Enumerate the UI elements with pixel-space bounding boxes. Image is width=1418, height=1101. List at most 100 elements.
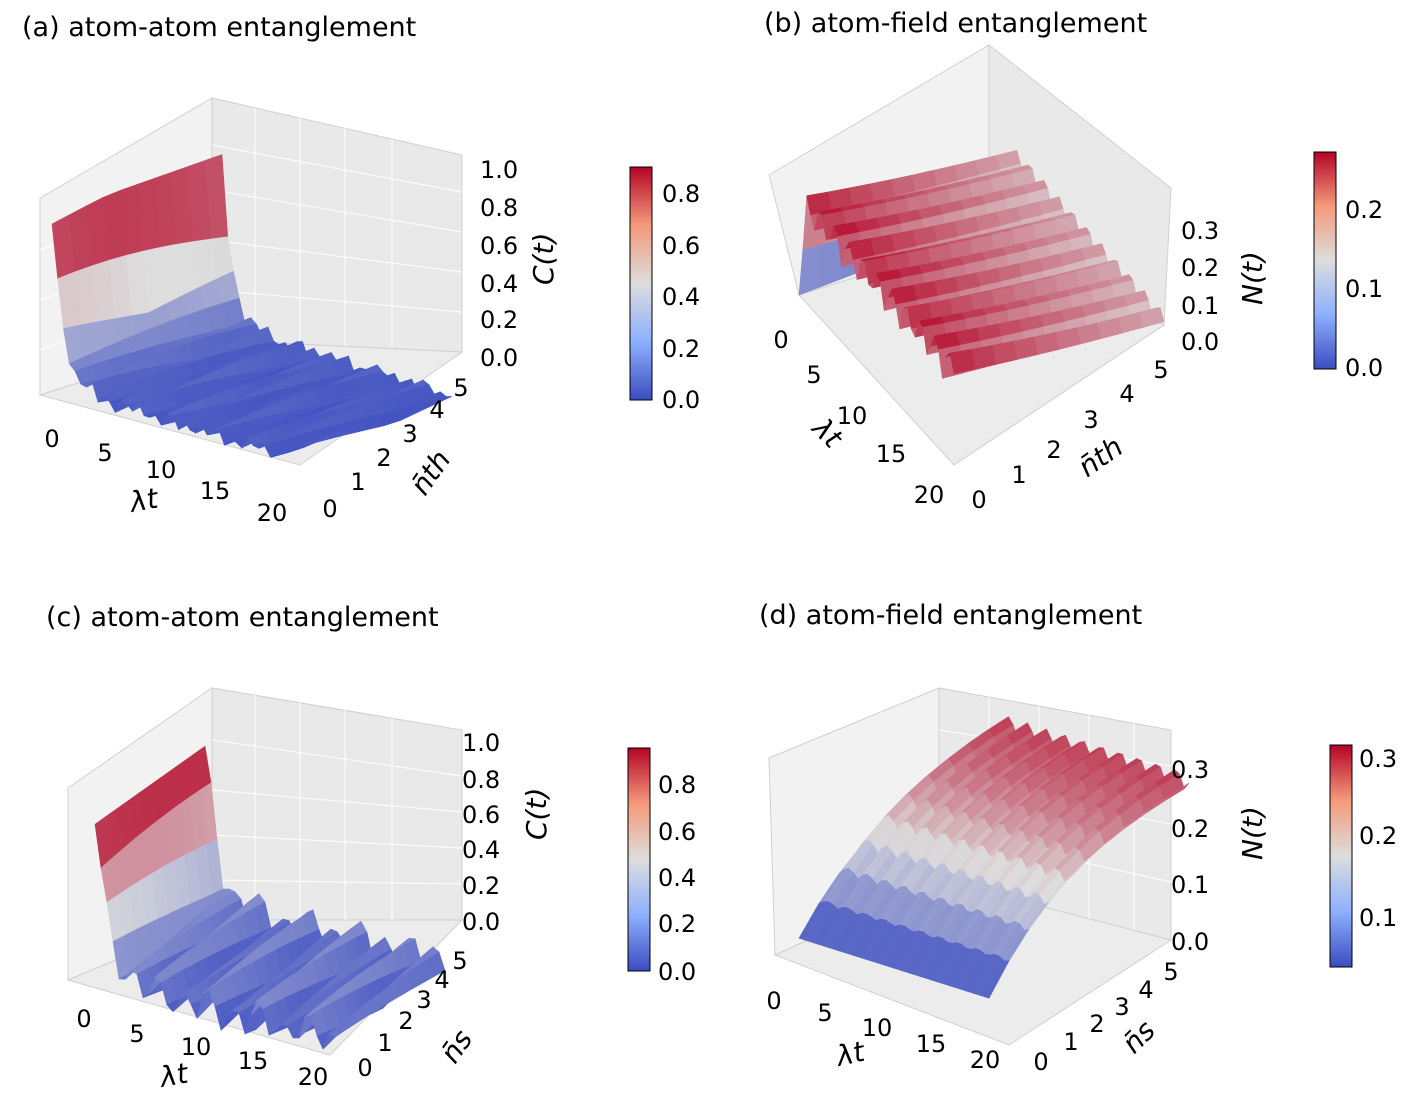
y-tick-b-3: 3 (1083, 406, 1098, 434)
z-tick-a-5: 1.0 (480, 156, 518, 184)
y-ticks-c: 0 1 2 3 4 5 (357, 947, 467, 1082)
surface-patch (276, 446, 300, 455)
y-ticks-b: 0 1 2 3 4 5 (971, 356, 1168, 514)
cb-tick-d-0: 0.1 (1359, 904, 1397, 932)
z-tick-d-0: 0.0 (1171, 928, 1209, 956)
cb-tick-b-0: 0.0 (1345, 354, 1383, 382)
y-tick-b-4: 4 (1119, 380, 1134, 408)
y-tick-b-2: 2 (1046, 436, 1061, 464)
y-ticks-d: 0 1 2 3 4 5 (1033, 958, 1178, 1076)
z-tick-a-4: 0.8 (480, 194, 518, 222)
panel-a: (a) atom-atom entanglement 0 5 10 15 20 … (0, 0, 709, 550)
surface-b (798, 149, 1165, 379)
z-tick-a-3: 0.6 (480, 232, 518, 260)
y-tick-d-5: 5 (1163, 958, 1178, 986)
y-label-c: n̄s (434, 1024, 480, 1069)
surface-patch (983, 960, 1010, 999)
panel-c-title: (c) atom-atom entanglement (46, 602, 439, 633)
y-tick-d-1: 1 (1063, 1028, 1078, 1056)
cb-tick-c-2: 0.4 (658, 864, 696, 892)
x-tick-a-4: 20 (257, 499, 288, 527)
z-ticks-b: 0.0 0.1 0.2 0.3 (1181, 217, 1219, 356)
x-tick-c-4: 20 (298, 1063, 329, 1091)
panel-a-plot: 0 5 10 15 20 λt 0 1 2 3 4 5 n̄th 0.0 0.2… (38, 97, 700, 527)
y-tick-c-3: 3 (416, 986, 431, 1014)
colorbar-c (627, 747, 651, 972)
z-label-a: C(t) (527, 233, 560, 285)
y-tick-c-4: 4 (434, 966, 449, 994)
z-label-b: N(t) (1236, 251, 1269, 305)
z-tick-b-2: 0.2 (1181, 254, 1219, 282)
surface-c (94, 745, 446, 1050)
y-tick-a-1: 1 (350, 468, 365, 496)
z-ticks-d: 0.0 0.1 0.2 0.3 (1171, 756, 1209, 956)
z-tick-d-1: 0.1 (1171, 871, 1209, 899)
colorbar-d (1329, 744, 1353, 968)
z-ticks-c: 0.0 0.2 0.4 0.6 0.8 1.0 (462, 729, 500, 936)
colorbar-a (629, 166, 653, 401)
x-tick-d-3: 15 (916, 1030, 947, 1058)
cb-tick-d-1: 0.2 (1359, 822, 1397, 850)
y-tick-b-0: 0 (971, 486, 986, 514)
z-tick-b-1: 0.1 (1181, 292, 1219, 320)
y-tick-c-1: 1 (377, 1029, 392, 1057)
z-label-c: C(t) (520, 788, 553, 840)
x-tick-b-0: 0 (773, 326, 788, 354)
z-tick-c-0: 0.0 (462, 908, 500, 936)
x-tick-d-0: 0 (766, 987, 781, 1015)
z-label-d: N(t) (1236, 806, 1269, 860)
cb-tick-a-2: 0.4 (662, 283, 700, 311)
z-tick-a-2: 0.4 (480, 270, 518, 298)
cb-tick-a-4: 0.8 (662, 180, 700, 208)
x-tick-b-4: 20 (914, 481, 945, 509)
cb-tick-b-2: 0.2 (1345, 196, 1383, 224)
x-tick-b-3: 15 (876, 440, 907, 468)
cb-tick-c-4: 0.8 (658, 771, 696, 799)
panel-d: (d) atom-field entanglement 0 5 10 15 20… (709, 550, 1418, 1100)
z-tick-c-4: 0.8 (462, 766, 500, 794)
x-tick-a-3: 15 (200, 477, 231, 505)
colorbar-ticks-c: 0.0 0.2 0.4 0.6 0.8 (658, 771, 696, 986)
y-ticks-a: 0 1 2 3 4 5 (322, 374, 468, 523)
surface-d (798, 716, 1190, 999)
x-tick-a-2: 10 (146, 456, 177, 484)
colorbar-ticks-d: 0.1 0.2 0.3 (1359, 745, 1397, 932)
x-tick-a-1: 5 (97, 439, 112, 467)
x-label-c: λt (156, 1056, 192, 1094)
z-tick-a-0: 0.0 (480, 344, 518, 372)
cb-tick-c-3: 0.6 (658, 818, 696, 846)
cb-tick-d-2: 0.3 (1359, 745, 1397, 773)
y-tick-d-4: 4 (1138, 976, 1153, 1004)
x-ticks-b: 0 5 10 15 20 (773, 326, 944, 509)
x-ticks-a: 0 5 10 15 20 (44, 425, 287, 527)
colorbar-b (1313, 151, 1337, 370)
x-tick-c-0: 0 (76, 1005, 91, 1033)
y-label-a: n̄th (404, 444, 458, 501)
x-tick-c-1: 5 (129, 1020, 144, 1048)
y-label-b: n̄th (1072, 430, 1129, 484)
colorbar-ticks-b: 0.0 0.1 0.2 (1345, 196, 1383, 382)
y-tick-b-5: 5 (1153, 356, 1168, 384)
z-tick-b-3: 0.3 (1181, 217, 1219, 245)
y-tick-d-2: 2 (1089, 1010, 1104, 1038)
y-tick-b-1: 1 (1011, 461, 1026, 489)
x-tick-d-4: 20 (970, 1046, 1001, 1074)
y-tick-d-3: 3 (1114, 993, 1129, 1021)
x-ticks-c: 0 5 10 15 20 (76, 1005, 328, 1091)
x-tick-a-0: 0 (44, 425, 59, 453)
surface-patch (328, 1024, 347, 1038)
y-tick-c-0: 0 (357, 1054, 372, 1082)
z-ticks-a: 0.0 0.2 0.4 0.6 0.8 1.0 (480, 156, 518, 372)
z-tick-a-1: 0.2 (480, 306, 518, 334)
y-tick-c-5: 5 (452, 947, 467, 975)
colorbar-ticks-a: 0.0 0.2 0.4 0.6 0.8 (662, 180, 700, 414)
y-tick-a-2: 2 (376, 444, 391, 472)
x-label-a: λt (126, 481, 162, 519)
cb-tick-a-3: 0.6 (662, 232, 700, 260)
z-tick-d-2: 0.2 (1171, 815, 1209, 843)
panel-b: (b) atom-field entanglement 0 5 10 15 20… (709, 0, 1418, 550)
z-tick-c-3: 0.6 (462, 801, 500, 829)
z-tick-c-2: 0.4 (462, 836, 500, 864)
panel-b-title: (b) atom-field entanglement (764, 8, 1148, 39)
panel-c-plot: 0 5 10 15 20 λt 0 1 2 3 4 5 n̄s 0.0 0.2 … (66, 687, 696, 1094)
